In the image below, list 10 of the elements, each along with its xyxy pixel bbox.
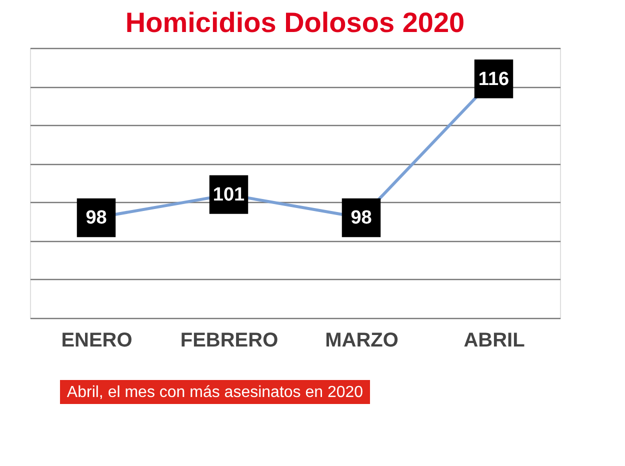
x-tick-label: ENERO xyxy=(61,330,132,352)
text: Abril, el mes con más asesinatos en 2020 xyxy=(66,384,364,401)
data-label: 98 xyxy=(350,208,372,229)
x-tick-label: ABRIL xyxy=(464,330,525,352)
chart-title: Homicidios Dolosos 2020 xyxy=(125,7,465,38)
x-tick-label: FEBRERO xyxy=(180,330,278,352)
x-tick-label: MARZO xyxy=(325,330,398,352)
data-label: 98 xyxy=(86,208,107,229)
data-label: 116 xyxy=(478,68,510,90)
data-label: 101 xyxy=(212,184,246,206)
